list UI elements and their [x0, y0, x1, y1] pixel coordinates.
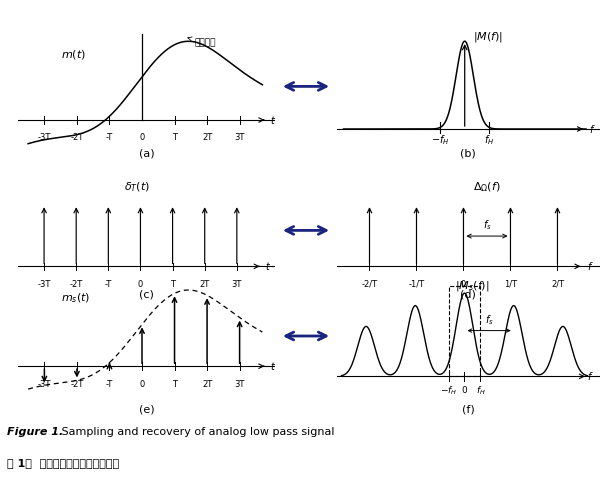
Text: -T: -T — [106, 133, 113, 143]
Text: $t$: $t$ — [269, 360, 275, 372]
Text: Figure 1.: Figure 1. — [7, 427, 64, 437]
Text: -1/T: -1/T — [408, 280, 425, 289]
Text: $-f_H$: $-f_H$ — [431, 133, 450, 147]
Text: 3T: 3T — [232, 280, 242, 289]
Text: $m(t)$: $m(t)$ — [61, 48, 86, 61]
Text: $-f_H$: $-f_H$ — [440, 384, 457, 396]
Text: -3T: -3T — [38, 133, 51, 143]
Text: 2T: 2T — [200, 280, 210, 289]
Text: $f_s$: $f_s$ — [485, 313, 493, 327]
Text: Sampling and recovery of analog low pass signal: Sampling and recovery of analog low pass… — [58, 427, 335, 437]
Text: 0: 0 — [461, 280, 466, 289]
Text: $|M(f)|$: $|M(f)|$ — [473, 30, 504, 44]
Text: 3T: 3T — [234, 133, 245, 143]
Text: $f_H$: $f_H$ — [484, 133, 494, 147]
Text: $f_s$: $f_s$ — [483, 218, 491, 232]
Text: 0: 0 — [140, 380, 144, 389]
Text: (c): (c) — [140, 290, 154, 300]
Text: T: T — [172, 380, 177, 389]
Text: $\Delta_\Omega(f)$: $\Delta_\Omega(f)$ — [473, 181, 501, 194]
Text: -3T: -3T — [38, 380, 51, 389]
Text: -2T: -2T — [70, 280, 83, 289]
Text: (f): (f) — [462, 404, 474, 414]
Text: 2T: 2T — [202, 133, 212, 143]
Text: T: T — [170, 280, 175, 289]
Text: $f_H$: $f_H$ — [476, 384, 485, 396]
Text: $f$: $f$ — [587, 260, 594, 272]
Text: (a): (a) — [139, 148, 155, 158]
Text: 2/T: 2/T — [551, 280, 564, 289]
Text: -T: -T — [105, 280, 112, 289]
Text: $f$: $f$ — [587, 371, 594, 383]
Text: 2T: 2T — [202, 380, 212, 389]
Text: 1/T: 1/T — [504, 280, 517, 289]
Text: (d): (d) — [460, 290, 476, 300]
Text: 3T: 3T — [234, 380, 245, 389]
Text: $|M_s(f)|$: $|M_s(f)|$ — [455, 279, 489, 293]
Text: $t$: $t$ — [269, 114, 275, 126]
Text: $\delta_T(t)$: $\delta_T(t)$ — [124, 181, 151, 194]
Text: -3T: -3T — [37, 280, 51, 289]
Text: $m_s(t)$: $m_s(t)$ — [61, 291, 90, 305]
Text: 图 1．  模拟低通信号的抄样和恢复: 图 1． 模拟低通信号的抄样和恢复 — [7, 458, 119, 468]
Text: $t$: $t$ — [265, 260, 271, 272]
Text: 模拟信号: 模拟信号 — [188, 37, 215, 47]
Text: T: T — [172, 133, 177, 143]
Text: 0: 0 — [140, 133, 144, 143]
Text: -2T: -2T — [70, 380, 84, 389]
Text: -T: -T — [106, 380, 113, 389]
Text: (b): (b) — [460, 148, 476, 158]
Text: (e): (e) — [139, 404, 155, 414]
Text: -2T: -2T — [70, 133, 84, 143]
Text: $0$: $0$ — [461, 384, 468, 395]
Bar — [449, 287, 480, 376]
Text: $f$: $f$ — [589, 123, 595, 135]
Text: 0: 0 — [138, 280, 143, 289]
Text: -2/T: -2/T — [362, 280, 378, 289]
